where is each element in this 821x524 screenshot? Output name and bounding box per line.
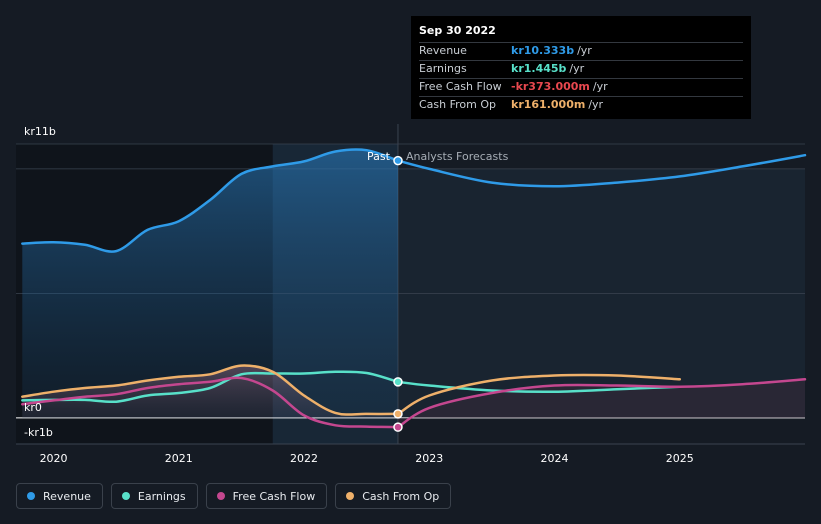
cash-from-op-past-line xyxy=(21,364,400,416)
legend-label: Revenue xyxy=(43,489,91,503)
tooltip-row-value: kr10.333b xyxy=(511,44,575,57)
tooltip-row-value: kr1.445b xyxy=(511,62,567,75)
legend-item-free-cash-flow[interactable]: Free Cash Flow xyxy=(205,483,328,509)
free-cash-flow-past-line xyxy=(21,376,400,429)
revenue-marker xyxy=(393,155,403,166)
tooltip-row-name: Cash From Op xyxy=(419,98,497,111)
legend-label: Free Cash Flow xyxy=(232,489,316,503)
x-tick-label: 2025 xyxy=(666,452,694,465)
earnings-marker xyxy=(393,377,403,387)
x-tick-label: 2024 xyxy=(541,452,569,465)
revenue-forecast-line xyxy=(396,153,807,188)
tooltip-row-name: Revenue xyxy=(419,44,467,57)
tooltip-row-cash-from-op: Cash From Op kr161.000m /yr xyxy=(419,96,743,114)
tooltip-row-unit: /yr xyxy=(569,62,585,75)
tooltip-row-name: Free Cash Flow xyxy=(419,80,502,93)
cash-from-op-marker xyxy=(393,409,403,419)
legend-item-earnings[interactable]: Earnings xyxy=(110,483,198,509)
tooltip-row-unit: /yr xyxy=(592,80,608,93)
x-tick-label: 2021 xyxy=(165,452,193,465)
y-label-top: kr11b xyxy=(24,125,56,138)
tooltip: Sep 30 2022 Revenue kr10.333b /yr Earnin… xyxy=(411,16,751,119)
revenue-past-area xyxy=(22,149,399,418)
cash-from-op-past-area xyxy=(22,365,399,418)
tooltip-row-free-cash-flow: Free Cash Flow -kr373.000m /yr xyxy=(419,78,743,96)
revenue-past-line xyxy=(21,148,400,253)
tooltip-row-unit: /yr xyxy=(577,44,592,57)
y-label-bottom: -kr1b xyxy=(24,426,53,439)
tooltip-row-value: -kr373.000m xyxy=(511,80,590,93)
y-label-zero: kr0 xyxy=(24,401,42,414)
forecast-label: Analysts Forecasts xyxy=(406,150,509,163)
past-label: Past xyxy=(367,150,391,163)
tooltip-row-unit: /yr xyxy=(588,98,604,111)
x-tick-label: 2020 xyxy=(40,452,68,465)
cash-from-op-forecast-line xyxy=(396,373,682,416)
x-tick-label: 2023 xyxy=(415,452,443,465)
tooltip-date: Sep 30 2022 xyxy=(419,24,496,37)
tooltip-row-value: kr161.000m xyxy=(511,98,586,111)
legend-dot-icon xyxy=(27,492,35,500)
tooltip-row-name: Earnings xyxy=(419,62,467,75)
free-cash-flow-marker xyxy=(393,422,403,432)
legend-label: Earnings xyxy=(137,489,186,503)
legend-dot-icon xyxy=(216,492,225,500)
legend-dot-icon xyxy=(346,492,355,500)
legend: Revenue Earnings Free Cash Flow Cash Fro… xyxy=(16,483,452,509)
free-cash-flow-forecast-area xyxy=(398,379,805,428)
legend-dot-icon xyxy=(121,492,130,500)
legend-label: Cash From Op xyxy=(362,489,440,503)
legend-item-cash-from-op[interactable]: Cash From Op xyxy=(335,483,452,509)
earnings-forecast-line xyxy=(396,380,682,393)
free-cash-flow-forecast-line xyxy=(396,378,807,429)
x-tick-label: 2022 xyxy=(290,452,318,465)
legend-item-revenue[interactable]: Revenue xyxy=(16,483,103,509)
tooltip-row-earnings: Earnings kr1.445b /yr xyxy=(419,60,743,78)
earnings-past-line xyxy=(21,370,400,404)
tooltip-row-revenue: Revenue kr10.333b /yr xyxy=(419,42,743,60)
